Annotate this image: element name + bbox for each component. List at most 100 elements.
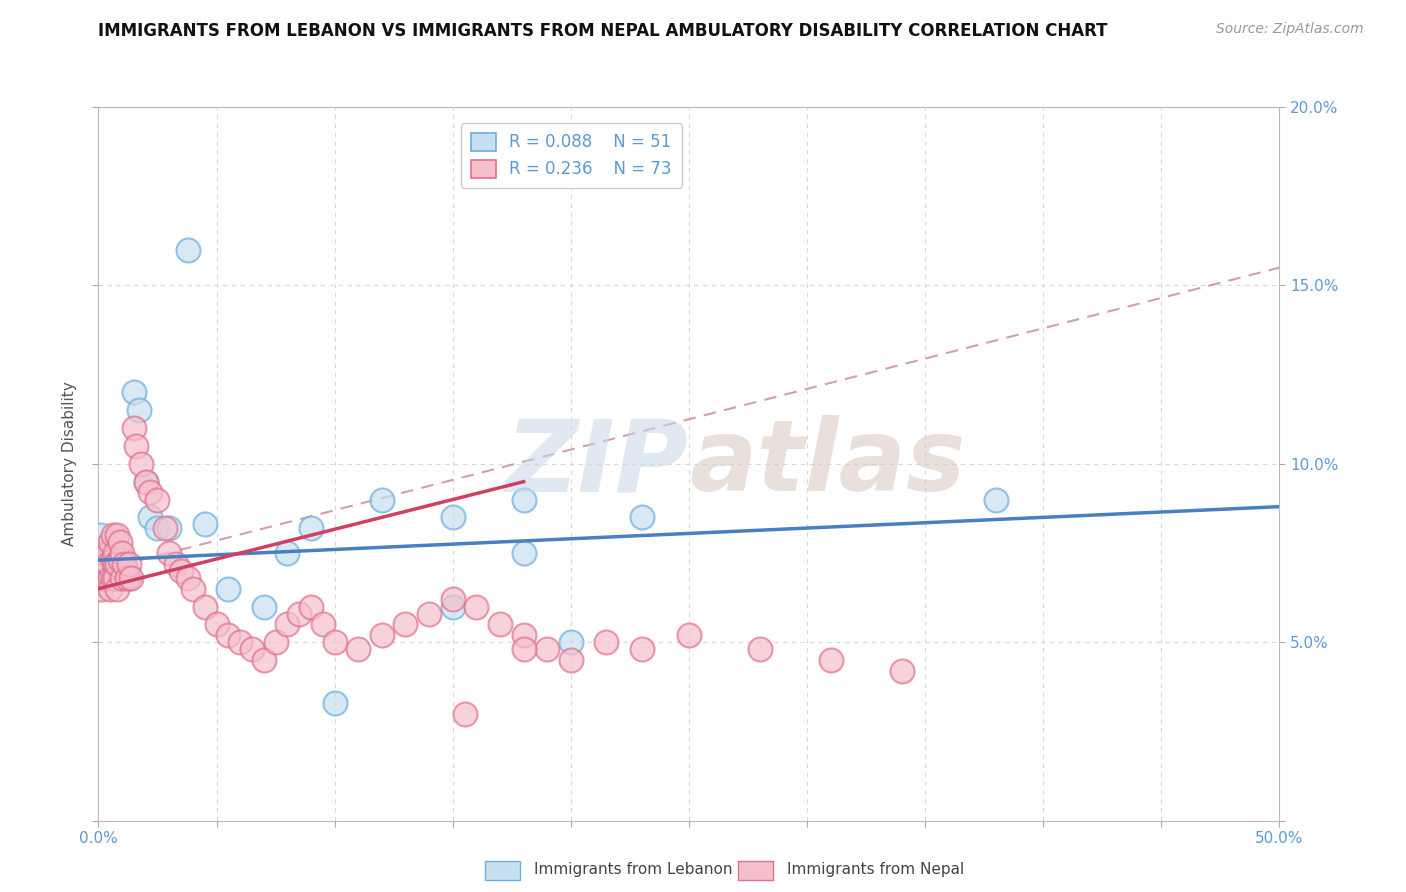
Point bbox=[108, 535, 131, 549]
Point bbox=[630, 642, 652, 657]
Point bbox=[748, 642, 770, 657]
Point bbox=[98, 535, 121, 549]
Point bbox=[111, 571, 134, 585]
Point bbox=[129, 457, 152, 471]
Point bbox=[288, 607, 311, 621]
Point bbox=[101, 546, 124, 560]
Point bbox=[104, 571, 127, 585]
Point bbox=[91, 571, 114, 585]
Point bbox=[890, 664, 912, 678]
Point bbox=[98, 564, 121, 578]
Point bbox=[312, 617, 335, 632]
Point bbox=[820, 653, 842, 667]
Point bbox=[146, 492, 169, 507]
Point bbox=[453, 706, 475, 721]
Point bbox=[97, 560, 120, 574]
Point bbox=[94, 557, 117, 571]
Point bbox=[512, 492, 534, 507]
Point bbox=[984, 492, 1007, 507]
Point bbox=[194, 599, 217, 614]
Point bbox=[170, 564, 193, 578]
Point bbox=[157, 521, 180, 535]
Point bbox=[347, 642, 370, 657]
Point bbox=[125, 439, 148, 453]
Point bbox=[394, 617, 416, 632]
Point bbox=[441, 599, 464, 614]
Point bbox=[177, 571, 200, 585]
Point bbox=[194, 517, 217, 532]
Point bbox=[90, 546, 112, 560]
Point bbox=[205, 617, 228, 632]
Point bbox=[97, 564, 120, 578]
Point bbox=[418, 607, 440, 621]
Point bbox=[240, 642, 263, 657]
Point bbox=[371, 492, 394, 507]
Text: atlas: atlas bbox=[689, 416, 966, 512]
Point bbox=[94, 553, 117, 567]
Point bbox=[112, 553, 135, 567]
Point bbox=[181, 582, 204, 596]
Point bbox=[512, 628, 534, 642]
Point bbox=[371, 628, 394, 642]
Point bbox=[595, 635, 617, 649]
Text: IMMIGRANTS FROM LEBANON VS IMMIGRANTS FROM NEPAL AMBULATORY DISABILITY CORRELATI: IMMIGRANTS FROM LEBANON VS IMMIGRANTS FR… bbox=[98, 22, 1108, 40]
Point bbox=[90, 528, 112, 542]
Point bbox=[98, 582, 121, 596]
Point bbox=[91, 549, 114, 564]
Point bbox=[91, 564, 114, 578]
Point bbox=[115, 564, 138, 578]
Text: ZIP: ZIP bbox=[506, 416, 689, 512]
Point bbox=[90, 582, 112, 596]
Point bbox=[108, 571, 131, 585]
Point bbox=[139, 510, 162, 524]
Point bbox=[91, 546, 114, 560]
Point bbox=[90, 557, 112, 571]
Point bbox=[512, 642, 534, 657]
Point bbox=[217, 628, 239, 642]
Point bbox=[105, 528, 128, 542]
Point bbox=[111, 557, 134, 571]
Point bbox=[630, 510, 652, 524]
Point bbox=[101, 528, 124, 542]
Point bbox=[98, 571, 121, 585]
Point bbox=[97, 546, 120, 560]
Point bbox=[91, 557, 114, 571]
Point bbox=[165, 557, 187, 571]
Point bbox=[101, 553, 124, 567]
Point bbox=[104, 546, 127, 560]
Point bbox=[441, 510, 464, 524]
Point bbox=[678, 628, 700, 642]
Text: Immigrants from Nepal: Immigrants from Nepal bbox=[787, 863, 965, 877]
Point bbox=[104, 557, 127, 571]
Point bbox=[91, 571, 114, 585]
Point bbox=[253, 653, 276, 667]
Point bbox=[153, 521, 176, 535]
Point bbox=[118, 571, 141, 585]
Point bbox=[115, 571, 138, 585]
Point bbox=[94, 553, 117, 567]
Point bbox=[101, 553, 124, 567]
Point bbox=[217, 582, 239, 596]
Point bbox=[489, 617, 512, 632]
Point bbox=[118, 557, 141, 571]
Point bbox=[323, 635, 346, 649]
Point bbox=[94, 571, 117, 585]
Point bbox=[101, 567, 124, 582]
Point bbox=[299, 599, 322, 614]
Point bbox=[536, 642, 558, 657]
Text: Source: ZipAtlas.com: Source: ZipAtlas.com bbox=[1216, 22, 1364, 37]
Point bbox=[105, 557, 128, 571]
Point bbox=[276, 546, 298, 560]
Point bbox=[97, 557, 120, 571]
Y-axis label: Ambulatory Disability: Ambulatory Disability bbox=[62, 382, 77, 546]
Point bbox=[146, 521, 169, 535]
Point bbox=[101, 571, 124, 585]
Point bbox=[229, 635, 252, 649]
Point bbox=[135, 475, 157, 489]
Point bbox=[94, 564, 117, 578]
Point bbox=[560, 635, 582, 649]
Point bbox=[94, 567, 117, 582]
Point bbox=[441, 592, 464, 607]
Point bbox=[121, 571, 143, 585]
Point bbox=[323, 696, 346, 710]
